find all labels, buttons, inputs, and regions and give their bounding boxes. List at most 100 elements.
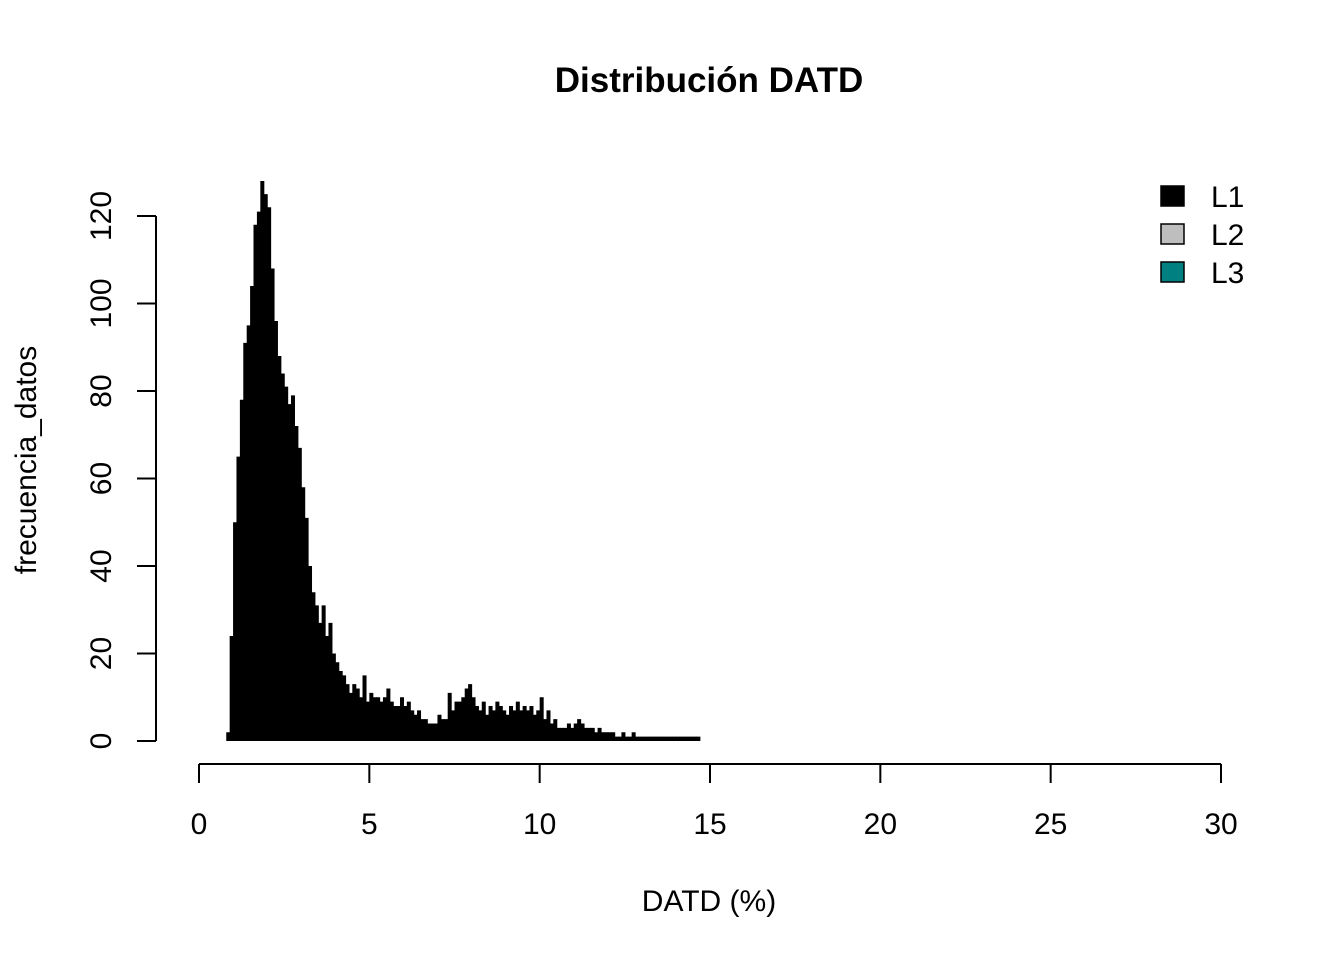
histogram-bar [679, 736, 684, 741]
histogram-bar [287, 404, 292, 741]
histogram-bar [696, 736, 701, 741]
histogram-bar [389, 701, 394, 741]
histogram-bar [369, 692, 374, 741]
histogram-bar [236, 456, 241, 741]
histogram-bar [420, 719, 425, 741]
histogram-bar [331, 653, 336, 741]
histogram-bar [308, 566, 313, 741]
histogram-bar [611, 732, 616, 741]
histogram-bar [239, 399, 244, 741]
histogram-bar [342, 675, 347, 741]
chart-title: Distribución DATD [555, 61, 864, 100]
histogram-bar [549, 723, 554, 741]
histogram-bar [672, 736, 677, 741]
histogram-bar [526, 710, 531, 741]
histogram-bar [243, 342, 248, 741]
histogram-bar [645, 736, 650, 741]
histogram-bar [652, 736, 657, 741]
histogram-bar [355, 688, 360, 741]
histogram-bar [618, 736, 623, 741]
histogram-bar [607, 732, 612, 741]
histogram-bar [485, 714, 490, 741]
histogram-bar [335, 662, 340, 741]
histogram-bar [273, 321, 278, 741]
histogram-bar [451, 710, 456, 741]
legend: L1 L2 L3 [1160, 181, 1244, 290]
histogram-bar [495, 701, 500, 741]
histogram-bar [311, 592, 316, 741]
histogram-bar [229, 636, 234, 741]
legend-swatch [1160, 261, 1185, 283]
histogram-bar [543, 719, 548, 741]
histogram-bar [488, 706, 493, 741]
legend-label: L3 [1211, 257, 1244, 290]
histogram-bar [621, 732, 626, 741]
histogram-bar [597, 727, 602, 741]
histogram-bar [359, 697, 364, 741]
histogram-bar [256, 211, 261, 741]
histogram-bar [556, 727, 561, 741]
legend-label: L1 [1211, 181, 1244, 214]
histogram-bar [532, 714, 537, 741]
histogram-bar [573, 723, 578, 741]
histogram-bar [471, 697, 476, 741]
histogram-bar [399, 697, 404, 741]
histogram-bar [505, 714, 510, 741]
histogram-bar [665, 736, 670, 741]
histogram-bar [457, 701, 462, 741]
histogram-bar [686, 736, 691, 741]
histogram-bar [600, 732, 605, 741]
histogram-bar [546, 710, 551, 741]
histogram-bar [440, 719, 445, 741]
histogram-bar [675, 736, 680, 741]
histogram-bar [376, 697, 381, 741]
y-tick-label: 120 [85, 191, 118, 241]
legend-label: L2 [1211, 219, 1244, 252]
histogram-bar [553, 719, 558, 741]
histogram-bar [321, 605, 326, 741]
x-tick-label: 5 [361, 808, 378, 841]
y-axis: 0 20 40 60 80 100 120 [85, 191, 157, 749]
histogram-bar [655, 736, 660, 741]
histogram-bar [444, 719, 449, 741]
histogram-bar [423, 719, 428, 741]
histogram-bar [290, 395, 295, 741]
histogram-bar [352, 684, 357, 741]
y-tick-label: 60 [85, 462, 118, 495]
histogram-bar [430, 723, 435, 741]
histogram-bar [522, 706, 527, 741]
histogram-bar [250, 286, 255, 741]
x-tick-label: 15 [693, 808, 726, 841]
histogram-bar [372, 697, 377, 741]
histogram-bar [628, 736, 633, 741]
histogram-bar [447, 692, 452, 741]
histogram-bar [682, 736, 687, 741]
histogram-bar [570, 727, 575, 741]
histogram-bar [560, 727, 565, 741]
histogram-bar [515, 701, 520, 741]
histogram-bar [403, 706, 408, 741]
histogram-bar [386, 688, 391, 741]
y-axis-label: frecuencia_datos [10, 346, 43, 575]
x-tick-label: 20 [864, 808, 897, 841]
histogram-bar [478, 710, 483, 741]
histogram-bar [325, 636, 330, 741]
histogram-bar [263, 194, 268, 741]
histogram-bar [318, 622, 323, 741]
histogram-bar [648, 736, 653, 741]
legend-swatch [1160, 185, 1185, 207]
histogram-bar [614, 736, 619, 741]
x-tick-label: 25 [1034, 808, 1067, 841]
histogram-bar [314, 605, 319, 741]
histogram-bar [417, 710, 422, 741]
legend-swatch [1160, 223, 1185, 245]
histogram-bar [631, 732, 636, 741]
histogram-bar [692, 736, 697, 741]
histogram-bar [641, 736, 646, 741]
histogram-bar [491, 710, 496, 741]
histogram-bar [587, 727, 592, 741]
histogram-bar [267, 207, 272, 741]
histogram-bar [624, 736, 629, 741]
x-tick-label: 10 [523, 808, 556, 841]
histogram-bar [260, 181, 265, 741]
